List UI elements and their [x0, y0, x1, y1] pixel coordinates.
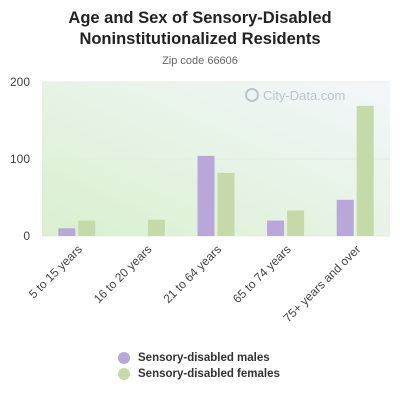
- bar-females: [147, 219, 165, 236]
- legend-swatch-males: [118, 352, 130, 364]
- x-tick-label: 21 to 64 years: [160, 242, 224, 306]
- y-tick-label: 200: [10, 75, 30, 89]
- watermark: City-Data.com: [245, 88, 345, 103]
- bar-females: [217, 172, 235, 236]
- x-tick-label: 65 to 74 years: [230, 242, 294, 306]
- bar-males: [267, 220, 285, 236]
- chart-title: Age and Sex of Sensory-Disabled Noninsti…: [0, 8, 400, 50]
- chart-subtitle: Zip code 66606: [162, 55, 238, 67]
- y-tick-label: 100: [10, 152, 30, 166]
- watermark-icon: [245, 88, 259, 102]
- legend-swatch-females: [118, 368, 130, 380]
- x-tick-label: 75+ years and over: [281, 242, 364, 325]
- legend-item-females: Sensory-disabled females: [118, 366, 280, 382]
- chart-title-line-2: Noninstitutionalized Residents: [79, 30, 321, 48]
- bar-females: [78, 220, 96, 236]
- chart-title-line-1: Age and Sex of Sensory-Disabled: [68, 9, 332, 27]
- legend: Sensory-disabled males Sensory-disabled …: [118, 350, 280, 382]
- bar-males: [336, 199, 354, 236]
- bar-females: [356, 105, 374, 237]
- legend-item-males: Sensory-disabled males: [118, 350, 280, 366]
- y-tick-label: 0: [23, 229, 30, 243]
- legend-label-males: Sensory-disabled males: [138, 352, 270, 364]
- bar-males: [197, 155, 215, 236]
- bar-females: [287, 210, 305, 236]
- watermark-text: City-Data.com: [263, 88, 345, 103]
- bar-males: [58, 228, 76, 236]
- x-tick-label: 5 to 15 years: [26, 242, 85, 301]
- legend-label-females: Sensory-disabled females: [138, 368, 280, 380]
- x-tick-label: 16 to 20 years: [91, 242, 155, 306]
